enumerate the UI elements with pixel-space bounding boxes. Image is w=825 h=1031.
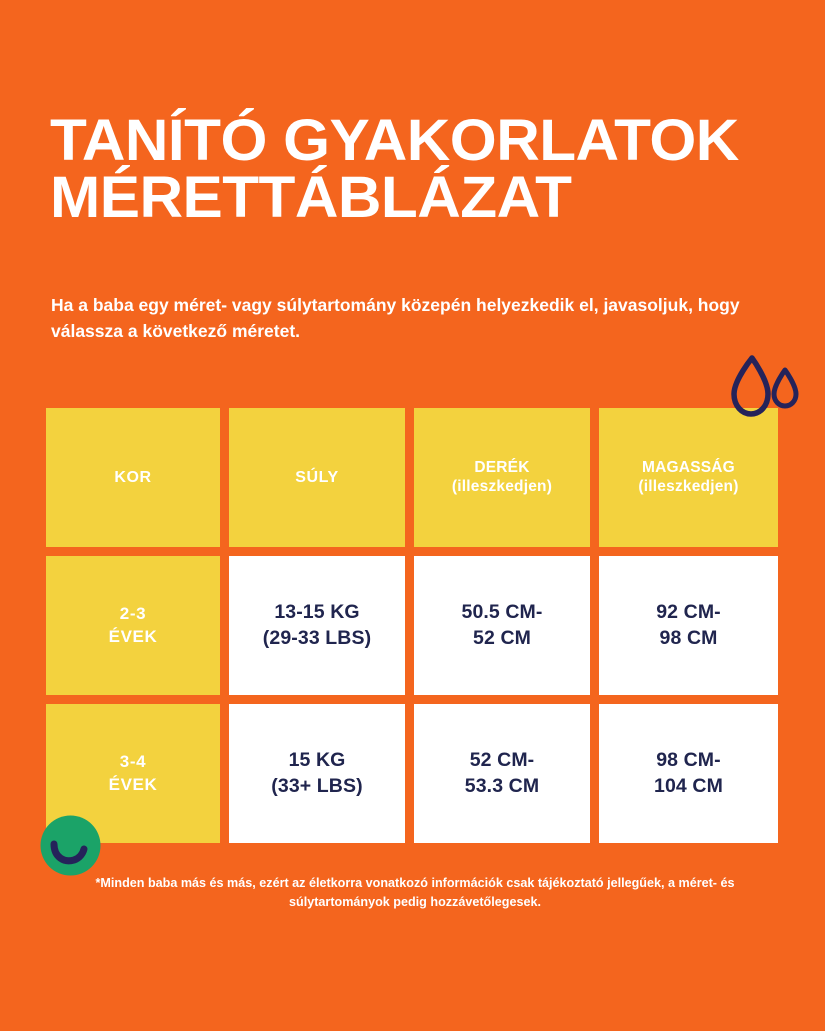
subtitle-text: Ha a baba egy méret- vagy súlytartomány … (51, 295, 740, 341)
cell-waist-line-2: 52 CM (473, 626, 531, 649)
cell-age-line-1: 3-4 (119, 752, 147, 772)
cell-weight: 15 KG (33+ LBS) (229, 704, 405, 843)
cell-height-line-2: 104 CM (654, 774, 723, 797)
table-row: 3-4 ÉVEK 15 KG (33+ LBS) 52 CM- 53.3 CM … (46, 704, 778, 843)
table-header-age-label: KOR (114, 468, 152, 486)
cell-age-line-2: ÉVEK (108, 626, 158, 646)
table-row: 2-3 ÉVEK 13-15 KG (29-33 LBS) 50.5 CM- 5… (46, 556, 778, 695)
cell-height: 92 CM- 98 CM (599, 556, 778, 695)
table-header-weight: SÚLY (229, 408, 405, 547)
table-header-height-label: MAGASSÁG (642, 458, 735, 476)
cell-weight-line-1: 15 KG (288, 748, 346, 771)
cell-waist-line-1: 52 CM- (469, 748, 535, 771)
table-header-waist-sublabel: (illeszkedjen) (451, 477, 553, 495)
size-table: KOR SÚLY DERÉK (illeszkedjen) MAGASSÁG (… (46, 408, 778, 843)
cell-weight-line-1: 13-15 KG (274, 600, 360, 623)
table-header-row: KOR SÚLY DERÉK (illeszkedjen) MAGASSÁG (… (46, 408, 778, 547)
table-header-height: MAGASSÁG (illeszkedjen) (599, 408, 778, 547)
table-header-waist: DERÉK (illeszkedjen) (414, 408, 590, 547)
page-title-line-2: MÉRETTÁBLÁZAT (50, 165, 572, 231)
green-smiley-circle-icon (40, 815, 101, 876)
cell-waist-line-2: 53.3 CM (464, 774, 540, 797)
cell-waist: 50.5 CM- 52 CM (414, 556, 590, 695)
cell-waist: 52 CM- 53.3 CM (414, 704, 590, 843)
cell-weight: 13-15 KG (29-33 LBS) (229, 556, 405, 695)
page-title: TANÍTÓ GYAKORLATOK MÉRETTÁBLÁZAT (50, 111, 790, 227)
cell-age-line-1: 2-3 (119, 604, 147, 624)
cell-height-line-2: 98 CM (659, 626, 718, 649)
cell-weight-line-2: (29-33 LBS) (262, 626, 372, 649)
cell-age: 2-3 ÉVEK (46, 556, 220, 695)
cell-height-line-1: 92 CM- (656, 600, 721, 623)
table-header-waist-label: DERÉK (474, 458, 530, 476)
table-header-weight-label: SÚLY (295, 468, 339, 486)
cell-weight-line-2: (33+ LBS) (271, 774, 363, 797)
page-title-line-1: TANÍTÓ GYAKORLATOK (50, 108, 739, 173)
table-header-age: KOR (46, 408, 220, 547)
cell-height: 98 CM- 104 CM (599, 704, 778, 843)
water-drop-pair-icon (731, 355, 799, 417)
cell-waist-line-1: 50.5 CM- (461, 600, 543, 623)
cell-age-line-2: ÉVEK (108, 774, 158, 794)
footnote-text: *Minden baba más és más, ezért az életko… (95, 876, 735, 909)
cell-height-line-1: 98 CM- (656, 748, 721, 771)
table-header-height-sublabel: (illeszkedjen) (638, 477, 739, 495)
